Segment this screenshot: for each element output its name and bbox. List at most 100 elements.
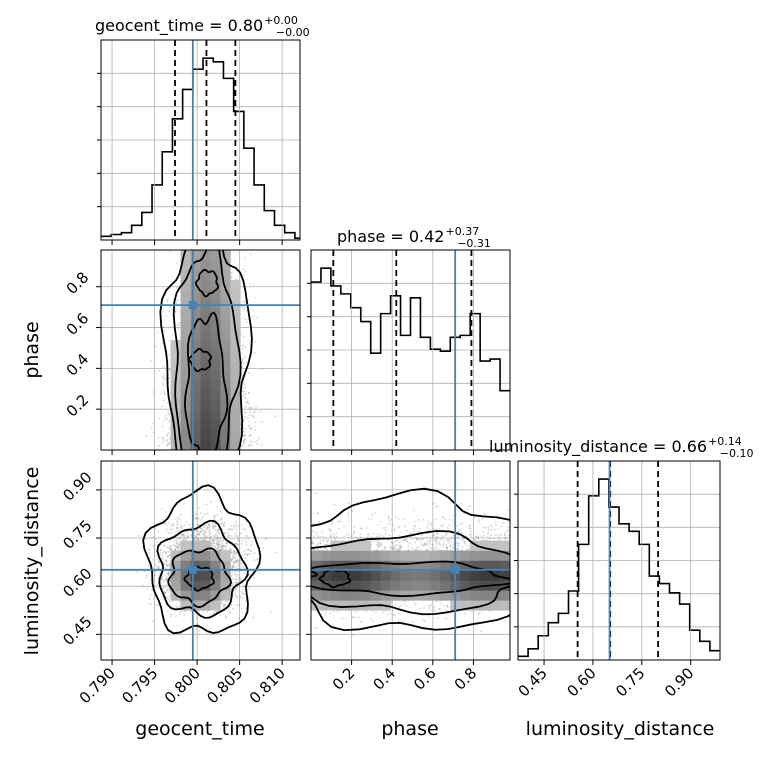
scatter-point — [175, 517, 177, 520]
scatter-point — [185, 530, 188, 533]
scatter-point — [234, 542, 237, 545]
density-cell — [200, 250, 211, 261]
scatter-point — [249, 549, 252, 552]
scatter-point — [270, 611, 273, 614]
scatter-point — [197, 523, 199, 526]
scatter-point — [166, 589, 169, 592]
hist-bar — [311, 282, 321, 450]
hist-bar — [142, 212, 152, 240]
scatter-point — [247, 392, 250, 395]
scatter-point — [165, 578, 168, 581]
scatter-point — [236, 573, 239, 576]
scatter-point — [215, 610, 217, 613]
scatter-point — [207, 527, 209, 530]
scatter-point — [231, 566, 233, 569]
density-cell — [190, 260, 201, 271]
scatter-point — [153, 548, 156, 551]
scatter-point — [170, 308, 173, 311]
scatter-point — [145, 435, 148, 438]
hist-bar — [659, 584, 669, 660]
scatter-point — [176, 606, 179, 609]
scatter-point — [202, 610, 205, 613]
hist-bar — [589, 496, 599, 660]
scatter-point — [254, 440, 256, 443]
scatter-point — [232, 565, 235, 568]
density-cell — [220, 390, 231, 401]
scatter-point — [234, 552, 237, 555]
scatter-point — [247, 391, 250, 394]
scatter-point — [174, 544, 177, 547]
scatter-point — [245, 321, 248, 324]
density-cell — [220, 370, 231, 381]
scatter-point — [241, 344, 244, 347]
scatter-point — [249, 410, 252, 413]
scatter-point — [245, 400, 248, 403]
scatter-point — [150, 359, 153, 362]
scatter-point — [232, 565, 235, 568]
scatter-point — [176, 324, 179, 327]
scatter-point — [206, 526, 209, 529]
hist-bar — [670, 593, 680, 660]
scatter-point — [167, 555, 170, 557]
density-cell — [190, 360, 201, 371]
hist-bar — [548, 623, 558, 660]
scatter-point — [158, 445, 161, 447]
scatter-point — [161, 382, 164, 384]
scatter-point — [179, 513, 182, 516]
scatter-point — [239, 532, 242, 535]
scatter-point — [221, 542, 224, 545]
scatter-point — [244, 528, 246, 531]
scatter-point — [177, 327, 180, 330]
scatter-point — [242, 274, 245, 277]
scatter-point — [206, 624, 209, 627]
scatter-point — [168, 413, 170, 416]
scatter-point — [231, 549, 233, 552]
scatter-point — [236, 575, 239, 577]
scatter-point — [170, 547, 173, 550]
scatter-point — [232, 607, 234, 610]
scatter-point — [169, 306, 171, 308]
scatter-point — [236, 586, 239, 589]
scatter-point — [177, 546, 180, 549]
scatter-point — [235, 595, 238, 598]
scatter-point — [251, 315, 254, 318]
hist-bar — [629, 531, 639, 660]
scatter-point — [160, 508, 163, 510]
scatter-point — [230, 242, 232, 244]
scatter-point — [197, 538, 200, 541]
scatter-point — [253, 284, 256, 287]
scatter-point — [243, 441, 245, 444]
scatter-point — [240, 524, 243, 526]
density-cell — [190, 270, 201, 281]
density-cell — [200, 390, 211, 401]
scatter-point — [212, 526, 215, 529]
scatter-point — [199, 527, 202, 530]
scatter-point — [235, 528, 238, 531]
density-cell — [180, 420, 191, 431]
scatter-point — [202, 533, 204, 536]
scatter-point — [161, 376, 164, 379]
scatter-point — [145, 574, 148, 577]
scatter-point — [179, 538, 182, 540]
scatter-point — [153, 597, 155, 599]
scatter-point — [167, 574, 170, 576]
scatter-point — [248, 435, 251, 437]
scatter-point — [199, 531, 202, 534]
scatter-point — [169, 548, 172, 551]
scatter-point — [216, 610, 218, 613]
scatter-point — [205, 528, 208, 531]
scatter-point — [208, 534, 211, 537]
scatter-point — [203, 529, 206, 532]
scatter-point — [225, 542, 228, 545]
hist-step-luminosity_distance — [518, 478, 720, 658]
scatter-point — [206, 536, 209, 539]
scatter-point — [167, 411, 170, 414]
scatter-point — [166, 439, 169, 442]
scatter-point — [145, 576, 148, 579]
scatter-point — [237, 559, 239, 562]
scatter-point — [197, 532, 200, 535]
scatter-point — [166, 298, 169, 301]
scatter-point — [218, 541, 221, 544]
scatter-point — [168, 544, 171, 547]
